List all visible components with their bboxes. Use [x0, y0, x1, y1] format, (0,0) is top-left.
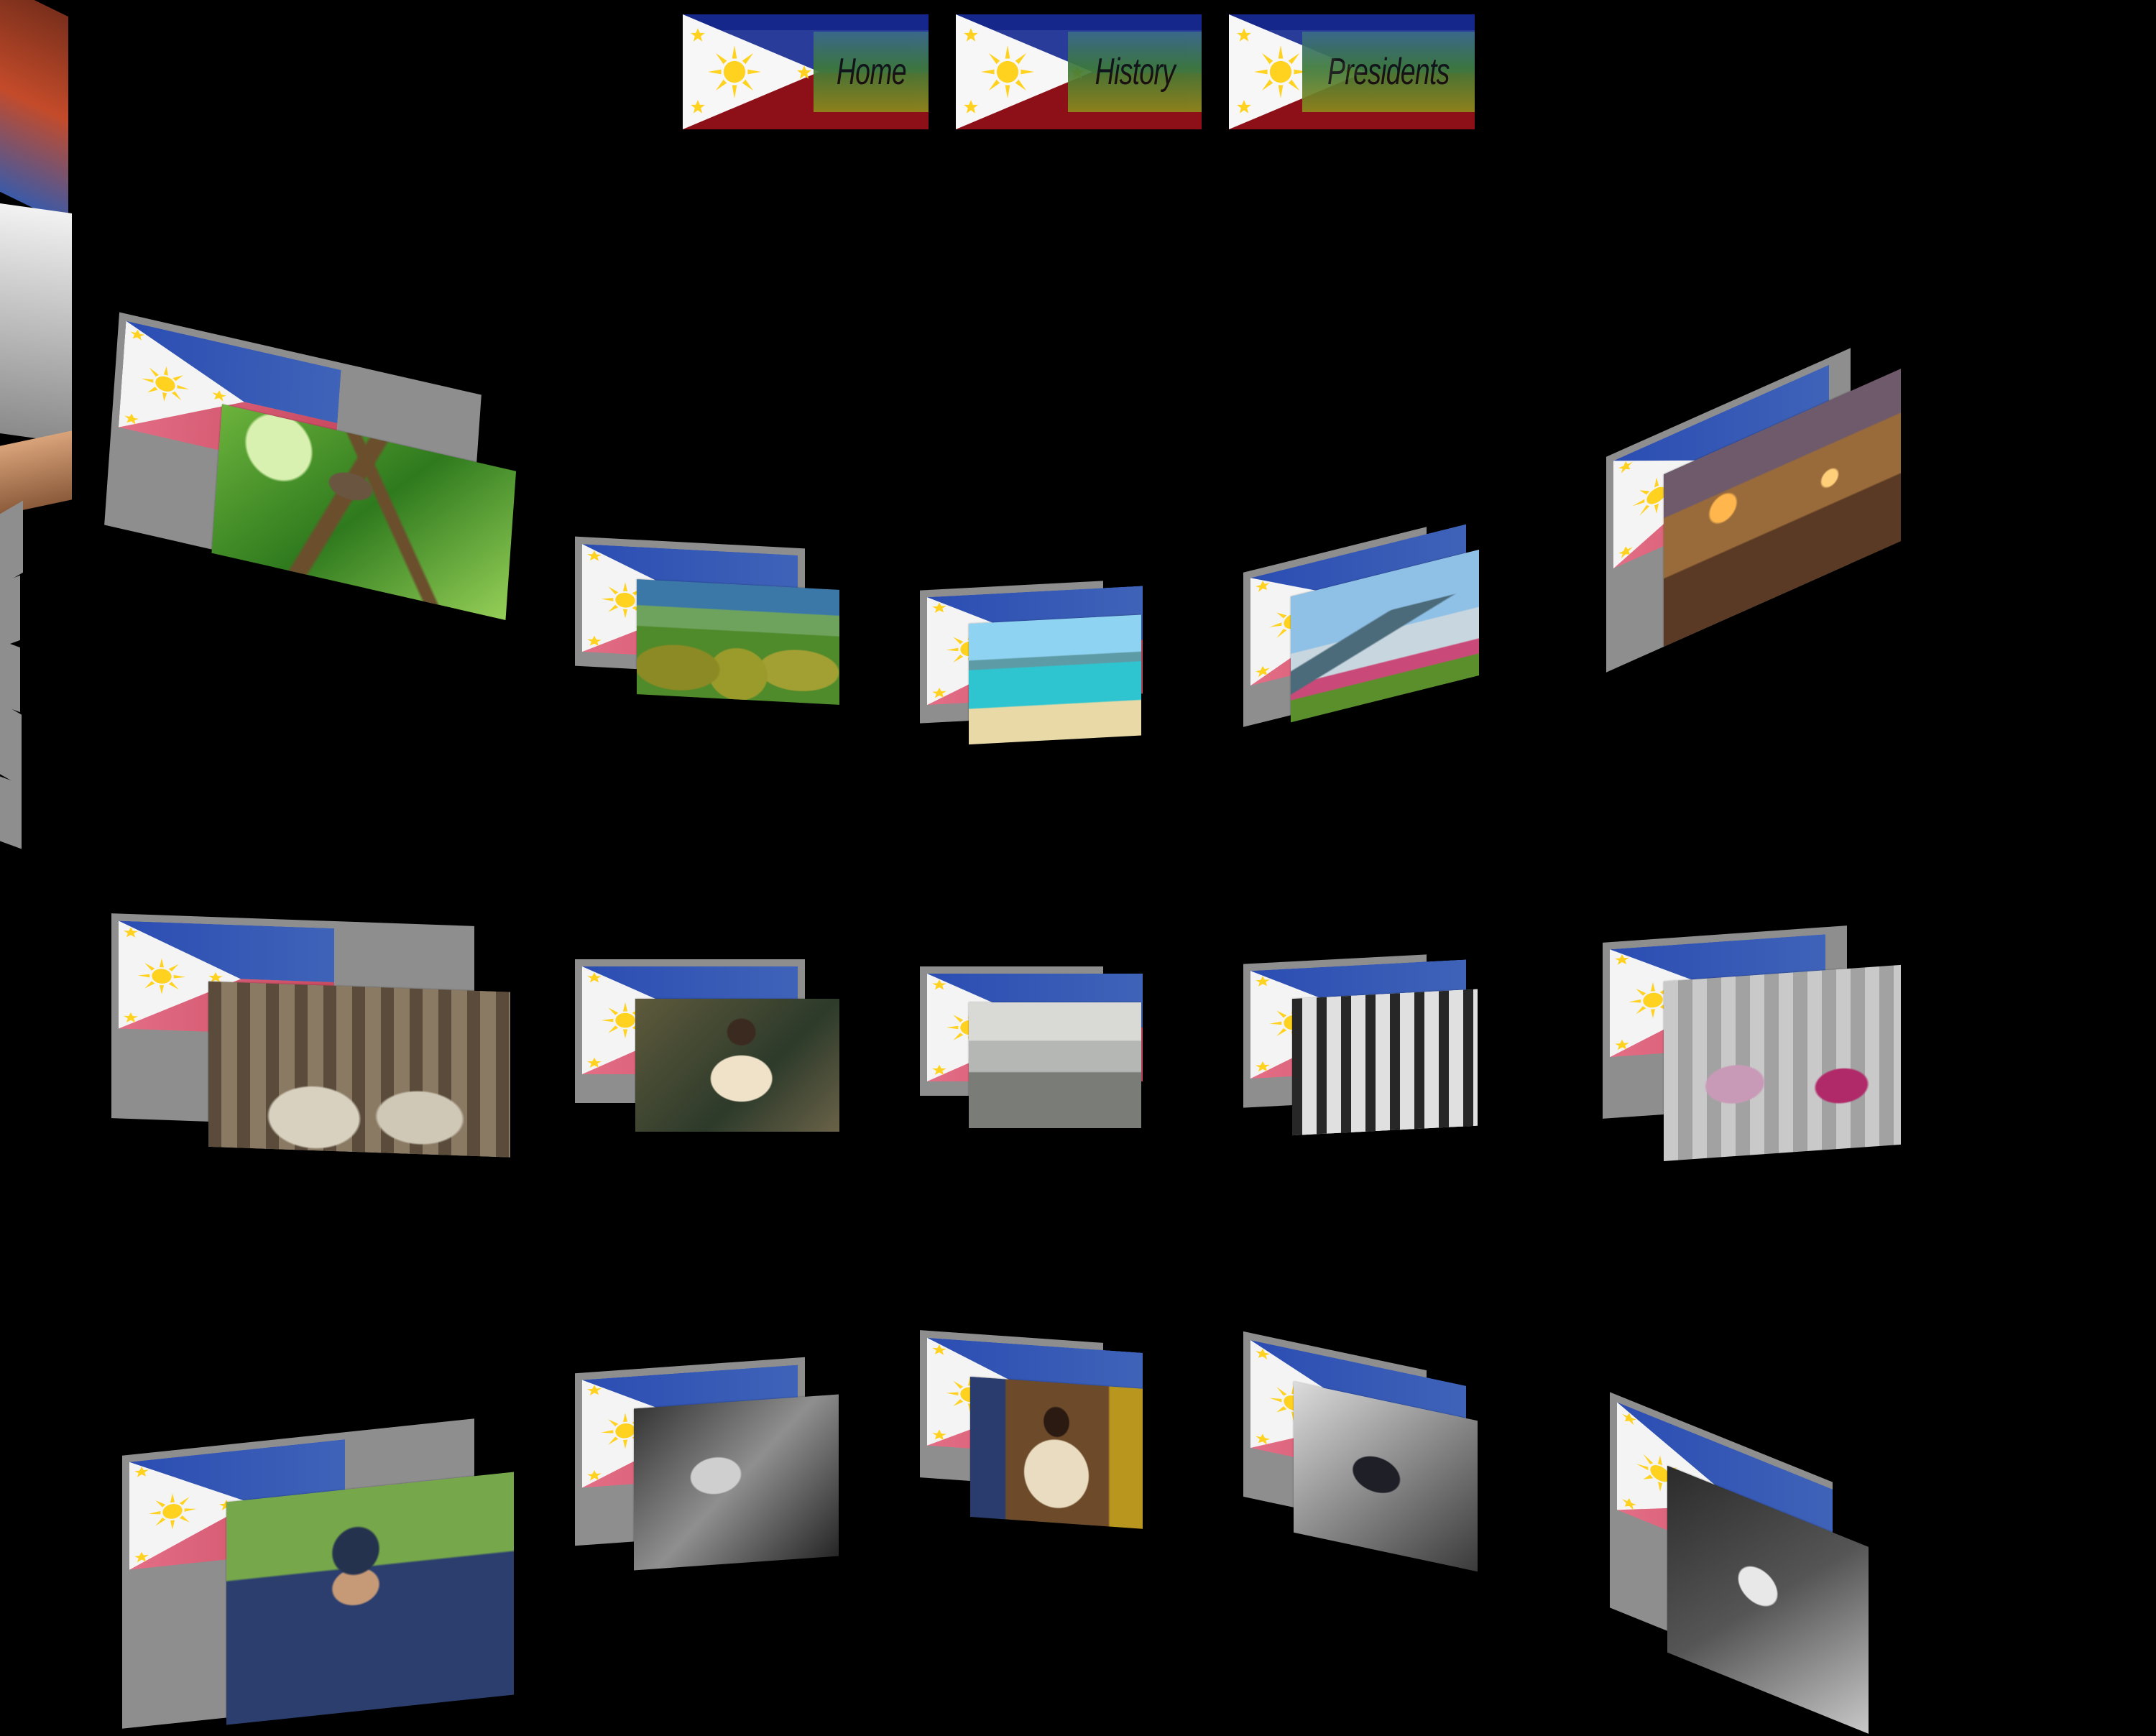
nav-history-button[interactable]: History — [956, 14, 1202, 129]
gallery-tile-sepia-village[interactable] — [111, 913, 510, 1158]
nav-home-label: Home — [836, 51, 907, 93]
gallery-edge-left-middle[interactable] — [0, 203, 72, 444]
nav-presidents-button[interactable]: Presidents — [1229, 14, 1475, 129]
woman-portrait-photo — [970, 1376, 1143, 1529]
gallery-edge-left-bottom[interactable] — [0, 430, 72, 515]
chocolate-hills-photo — [637, 579, 839, 705]
gallery-edge-right-top[interactable] — [0, 500, 23, 586]
gallery-tile-man-at-desk[interactable] — [575, 1357, 839, 1571]
nav-home-button[interactable]: Home — [683, 14, 929, 129]
gallery-tile-eagle[interactable] — [104, 312, 517, 620]
river-washers-photo — [969, 1002, 1141, 1128]
gallery-edge-left-middle-frame — [0, 776, 22, 849]
gallery-tile-beach-boats[interactable] — [920, 581, 1103, 745]
saluting-man-photo — [226, 1472, 514, 1725]
gallery-edge-right-bottom[interactable] — [0, 640, 20, 713]
dancers-photo — [1664, 964, 1901, 1161]
gallery-tile-workers-line[interactable] — [1243, 954, 1478, 1136]
gallery-tile-woman-portrait[interactable] — [920, 1330, 1143, 1529]
nav-presidents-label: Presidents — [1327, 51, 1450, 93]
top-navigation: Home History Presidents — [0, 14, 2156, 131]
gallery-tile-chocolate-hills[interactable] — [575, 536, 839, 705]
gallery-tile-street-night[interactable] — [1606, 348, 1901, 673]
woman-seated-photo — [635, 999, 839, 1132]
gallery-tile-saluting-man[interactable] — [122, 1418, 514, 1729]
gallery-tile-mountain-lake[interactable] — [1243, 527, 1479, 727]
gallery-tile-dancers[interactable] — [1603, 925, 1901, 1161]
workers-line-photo — [1292, 989, 1478, 1136]
gallery-tile-man-standing[interactable] — [1243, 1331, 1478, 1572]
gallery-tile-woman-seated[interactable] — [575, 959, 839, 1132]
gallery-edge-right-middle[interactable] — [0, 575, 20, 648]
elderly-man-photo — [1667, 1465, 1869, 1734]
gallery-edge-left-top-frame — [0, 702, 22, 787]
gallery-tile-river-washers[interactable] — [920, 966, 1103, 1128]
sepia-village-photo — [208, 981, 510, 1158]
gallery-edge-left-top[interactable] — [0, 0, 68, 226]
nav-history-label: History — [1095, 51, 1175, 93]
beach-boats-photo — [969, 614, 1141, 745]
man-at-desk-photo — [634, 1394, 839, 1571]
gallery-tile-elderly-man[interactable] — [1610, 1392, 1869, 1734]
